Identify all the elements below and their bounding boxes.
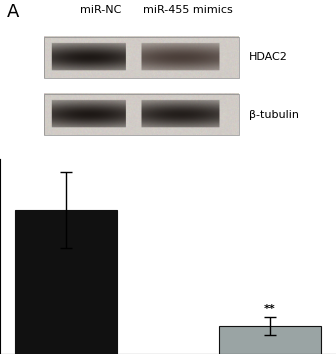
- Bar: [44, 94, 239, 135]
- Text: miR-NC: miR-NC: [80, 5, 122, 15]
- Text: A: A: [7, 3, 19, 21]
- Bar: [219, 326, 321, 354]
- Text: HDAC2: HDAC2: [249, 52, 288, 62]
- Bar: [15, 210, 117, 354]
- Bar: [44, 37, 239, 78]
- Text: **: **: [264, 304, 276, 314]
- Text: β-tubulin: β-tubulin: [249, 110, 299, 120]
- Text: miR-455 mimics: miR-455 mimics: [143, 5, 233, 15]
